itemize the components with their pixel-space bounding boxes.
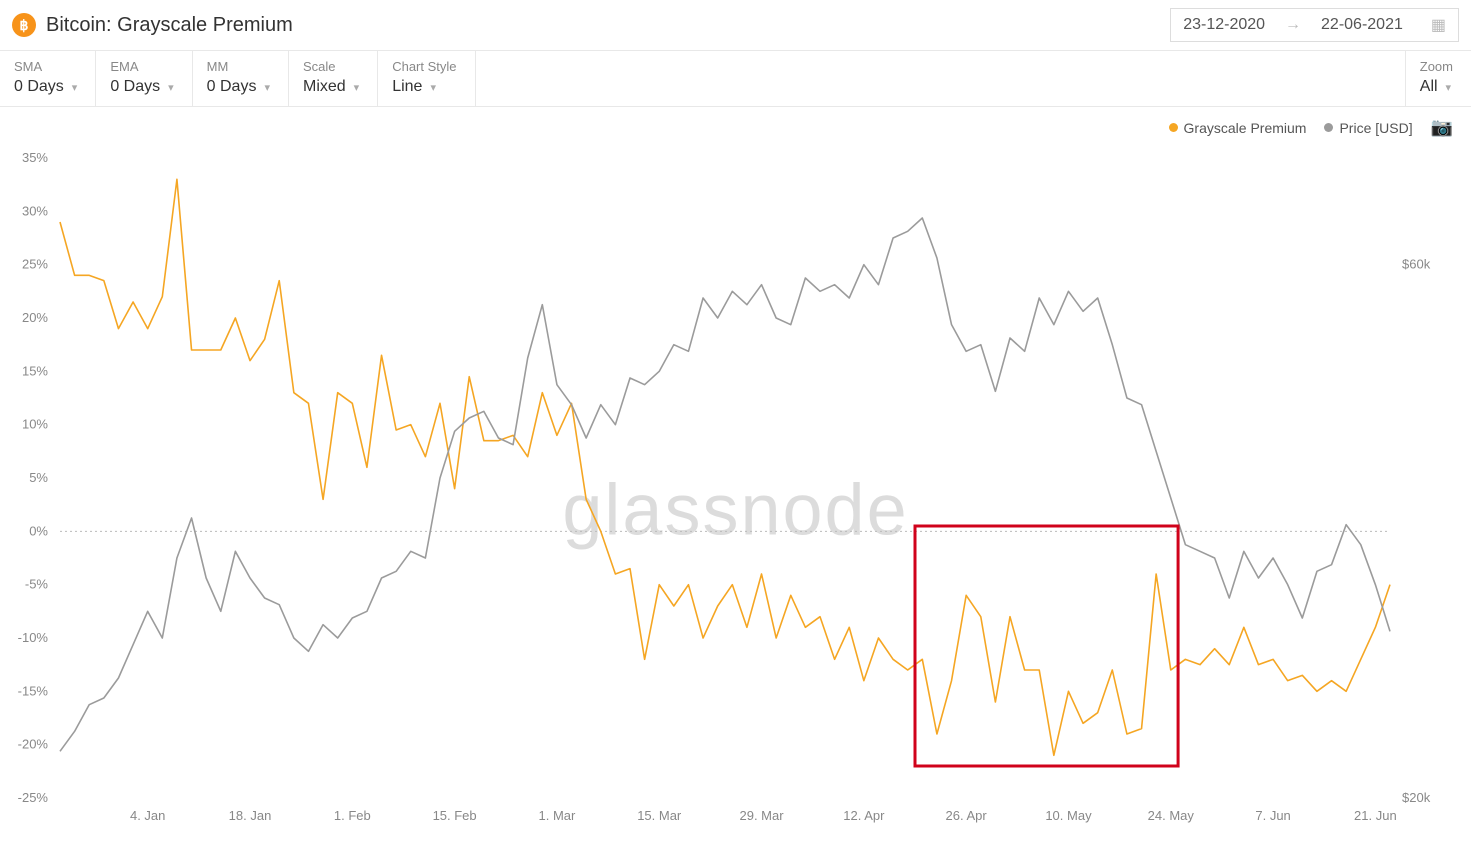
svg-text:-15%: -15% — [18, 683, 49, 698]
svg-text:15. Mar: 15. Mar — [637, 808, 682, 823]
tool-value: 0 Days▾ — [14, 78, 77, 96]
mm-dropdown[interactable]: MM 0 Days▾ — [193, 51, 289, 106]
chevron-down-icon: ▾ — [430, 81, 436, 94]
line-chart[interactable]: -25% -20% -15% -10% -5% 0% 5% 10% 15% 20% 25% 30% 35… — [0, 138, 1471, 858]
svg-text:25%: 25% — [22, 257, 48, 272]
date-to: 22-06-2021 — [1321, 16, 1403, 34]
tool-value: 0 Days▾ — [207, 78, 270, 96]
chevron-down-icon: ▾ — [72, 81, 78, 94]
camera-icon[interactable]: 📷 — [1431, 117, 1453, 138]
tool-label: Scale — [303, 59, 359, 74]
legend-label: Price [USD] — [1339, 120, 1412, 136]
tool-value: Mixed▾ — [303, 78, 359, 96]
svg-text:5%: 5% — [29, 470, 48, 485]
date-from: 23-12-2020 — [1183, 16, 1265, 34]
chevron-down-icon: ▾ — [1446, 81, 1452, 94]
chart-style-dropdown[interactable]: Chart Style Line▾ — [378, 51, 475, 106]
svg-text:1. Mar: 1. Mar — [539, 808, 577, 823]
tool-label: Zoom — [1420, 59, 1453, 74]
legend-dot-icon — [1169, 123, 1178, 132]
svg-text:1. Feb: 1. Feb — [334, 808, 371, 823]
svg-text:$60k: $60k — [1402, 257, 1431, 272]
svg-text:-5%: -5% — [25, 577, 49, 592]
tool-label: MM — [207, 59, 270, 74]
tool-value: All▾ — [1420, 78, 1453, 96]
legend-label: Grayscale Premium — [1184, 120, 1307, 136]
arrow-right-icon: → — [1285, 16, 1301, 34]
scale-dropdown[interactable]: Scale Mixed▾ — [289, 51, 378, 106]
svg-text:29. Mar: 29. Mar — [739, 808, 784, 823]
svg-text:10. May: 10. May — [1045, 808, 1092, 823]
bitcoin-icon: ฿ — [12, 13, 36, 37]
svg-text:24. May: 24. May — [1148, 808, 1195, 823]
tool-label: Chart Style — [392, 59, 456, 74]
legend-item-price[interactable]: Price [USD] — [1324, 120, 1412, 136]
chevron-down-icon: ▾ — [264, 81, 270, 94]
svg-text:15. Feb: 15. Feb — [433, 808, 477, 823]
toolbar: SMA 0 Days▾ EMA 0 Days▾ MM 0 Days▾ Scale… — [0, 51, 1471, 107]
svg-text:21. Jun: 21. Jun — [1354, 808, 1397, 823]
tool-value: Line▾ — [392, 78, 456, 96]
ema-dropdown[interactable]: EMA 0 Days▾ — [96, 51, 192, 106]
svg-text:0%: 0% — [29, 523, 48, 538]
svg-text:20%: 20% — [22, 310, 48, 325]
svg-text:10%: 10% — [22, 417, 48, 432]
svg-text:35%: 35% — [22, 150, 48, 165]
svg-text:30%: 30% — [22, 203, 48, 218]
page-title: Bitcoin: Grayscale Premium — [46, 14, 293, 37]
svg-text:18. Jan: 18. Jan — [229, 808, 272, 823]
tool-label: EMA — [110, 59, 173, 74]
tool-value: 0 Days▾ — [110, 78, 173, 96]
legend: Grayscale Premium Price [USD] 📷 — [0, 107, 1471, 138]
svg-text:12. Apr: 12. Apr — [843, 808, 885, 823]
legend-dot-icon — [1324, 123, 1333, 132]
sma-dropdown[interactable]: SMA 0 Days▾ — [0, 51, 96, 106]
header-bar: ฿ Bitcoin: Grayscale Premium 23-12-2020 … — [0, 0, 1471, 51]
chevron-down-icon: ▾ — [168, 81, 174, 94]
tool-label: SMA — [14, 59, 77, 74]
zoom-dropdown[interactable]: Zoom All▾ — [1405, 51, 1471, 106]
svg-text:-25%: -25% — [18, 790, 49, 805]
date-range-picker[interactable]: 23-12-2020 → 22-06-2021 ▦ — [1170, 8, 1459, 42]
legend-item-premium[interactable]: Grayscale Premium — [1169, 120, 1307, 136]
svg-text:$20k: $20k — [1402, 790, 1431, 805]
svg-text:-10%: -10% — [18, 630, 49, 645]
chart-area: glassnode -25%-20%-15%-10%-5%0%5%10%15%2… — [0, 138, 1471, 858]
svg-text:-20%: -20% — [18, 737, 49, 752]
svg-text:4. Jan: 4. Jan — [130, 808, 165, 823]
chevron-down-icon: ▾ — [354, 81, 360, 94]
calendar-icon: ▦ — [1431, 15, 1446, 35]
svg-text:7. Jun: 7. Jun — [1255, 808, 1290, 823]
svg-text:26. Apr: 26. Apr — [946, 808, 988, 823]
svg-text:15%: 15% — [22, 363, 48, 378]
title-wrap: ฿ Bitcoin: Grayscale Premium — [12, 13, 293, 37]
